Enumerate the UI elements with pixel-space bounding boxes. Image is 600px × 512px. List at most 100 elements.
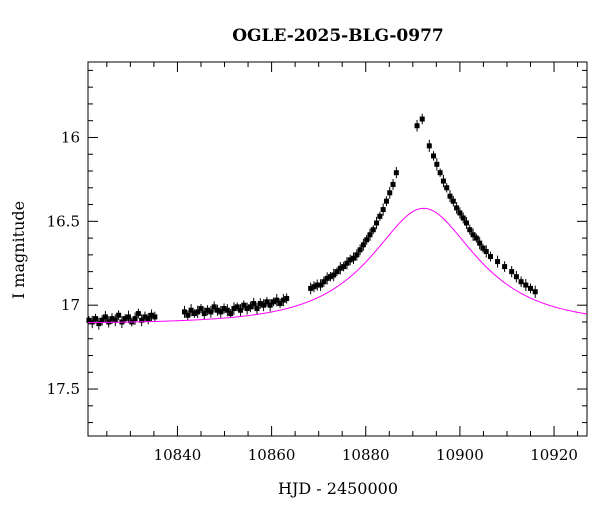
data-point [367,232,373,238]
data-point [437,170,443,176]
data-point [93,316,99,322]
data-point [419,116,425,122]
data-point [357,247,363,253]
data-point [414,123,420,129]
y-tick-label: 17.5 [47,380,80,398]
data-point [277,301,283,307]
data-point [364,237,370,243]
data-point [234,304,240,310]
data-point [454,205,460,211]
data-point [383,198,389,204]
data-point [195,309,201,315]
data-point [457,210,463,216]
data-point [112,317,118,323]
data-point [370,227,376,233]
data-point [347,257,353,263]
data-point [477,240,483,246]
data-point [102,314,108,320]
data-point [509,269,515,275]
data-point [214,307,220,313]
data-point [149,312,155,318]
data-point [116,312,122,318]
data-point [231,306,237,312]
data-point [188,307,194,313]
data-point [125,314,131,320]
data-point [254,306,260,312]
data-point [480,245,486,251]
y-tick-label: 16.5 [47,212,80,230]
data-point [314,282,320,288]
data-point [387,190,393,196]
data-point [487,254,493,260]
x-tick-label: 10860 [248,446,296,464]
data-point [221,306,227,312]
data-point [337,265,343,271]
data-point [86,317,92,323]
data-point [139,317,145,323]
data-point [145,316,151,322]
data-point [390,181,396,187]
x-tick-label: 10840 [154,446,202,464]
data-point [532,289,538,295]
data-point [109,316,115,322]
data-point [132,316,138,322]
data-point [152,314,158,320]
data-point [324,275,330,281]
data-point [270,299,276,305]
data-point [447,193,453,199]
data-point [483,249,489,255]
data-point [224,307,230,313]
data-point [135,311,141,317]
data-point [89,319,95,325]
data-point [122,316,128,322]
data-point [198,306,204,312]
data-point [334,269,340,275]
y-tick-label: 16 [61,128,80,146]
data-point [495,259,501,265]
data-point [96,321,102,327]
data-point [308,285,314,291]
data-point [528,285,534,291]
data-point [467,227,473,233]
data-point [247,304,253,310]
data-point [440,178,446,184]
data-point [142,314,148,320]
data-point [360,242,366,248]
data-point [257,301,263,307]
data-point [311,284,317,290]
data-point [267,302,273,308]
data-point [274,297,280,303]
data-point [280,297,286,303]
y-tick-label: 17 [61,296,80,314]
data-point [264,299,270,305]
data-point [450,198,456,204]
data-point [374,220,380,226]
data-point [344,260,350,266]
data-point [327,274,333,280]
x-tick-label: 10900 [436,446,484,464]
data-point [513,274,519,280]
data-point [426,143,432,149]
x-axis-label: HJD - 2450000 [278,479,398,498]
data-point [284,295,290,301]
plot-frame [87,61,588,437]
data-point [460,215,466,221]
x-tick-label: 10920 [530,446,578,464]
data-point [434,161,440,167]
data-point [205,307,211,313]
data-point [377,213,383,219]
data-point [99,317,105,323]
data-point [244,306,250,312]
data-point [354,252,360,258]
data-point [444,185,450,191]
data-point [473,235,479,241]
data-point [523,282,529,288]
data-point [208,309,214,315]
data-point [321,279,327,285]
data-point [351,255,357,261]
chart-title: OGLE-2025-BLG-0977 [232,26,444,46]
data-point [431,153,437,159]
data-point [331,272,337,278]
data-point [502,264,508,270]
data-point [241,302,247,308]
